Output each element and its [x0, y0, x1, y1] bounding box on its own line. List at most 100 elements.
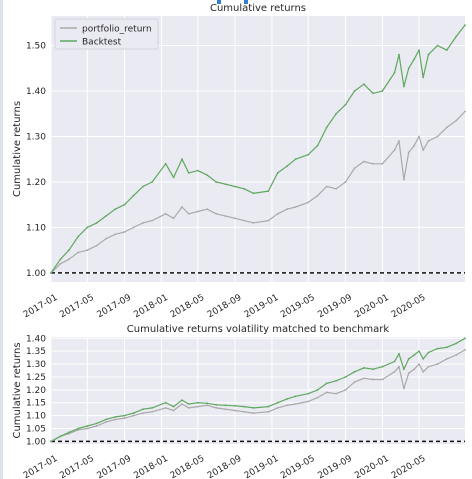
data-point-backtest: [372, 92, 374, 95]
data-point-portfolio-return: [206, 208, 209, 211]
data-point-backtest: [252, 192, 255, 195]
data-point-portfolio-return: [59, 262, 62, 265]
x-tick-label: 2018-05: [169, 454, 207, 479]
data-point-portfolio-return: [181, 206, 183, 208]
data-point-portfolio-return: [95, 425, 98, 427]
data-point-backtest: [151, 407, 154, 409]
data-point-portfolio-return: [243, 219, 246, 222]
x-tick-label: 2018-09: [206, 293, 244, 321]
data-point-portfolio-return: [206, 404, 209, 407]
data-point-portfolio-return: [86, 427, 89, 430]
data-point-portfolio-return: [181, 403, 183, 405]
data-point-backtest: [381, 365, 384, 368]
x-tick-label: 2017-09: [95, 293, 133, 321]
data-point-portfolio-return: [316, 396, 319, 399]
data-point-backtest: [307, 153, 310, 156]
y-tick-label: 1.35: [26, 347, 46, 357]
data-point-backtest: [95, 222, 98, 224]
data-point-backtest: [344, 376, 347, 378]
data-point-portfolio-return: [455, 354, 458, 356]
data-point-portfolio-return: [427, 365, 430, 368]
data-point-portfolio-return: [418, 135, 420, 138]
data-point-portfolio-return: [363, 160, 365, 163]
x-tick-label: 2018-01: [132, 454, 170, 479]
data-point-backtest: [114, 208, 117, 211]
x-tick-label: 2018-05: [169, 293, 207, 320]
data-point-backtest: [413, 354, 416, 356]
x-tick-label: 2017-01: [22, 454, 60, 479]
data-point-portfolio-return: [403, 178, 405, 181]
data-point-backtest: [422, 358, 425, 360]
y-tick-label: 1.25: [26, 373, 46, 383]
data-point-portfolio-return: [95, 244, 98, 247]
plot-area: [51, 16, 465, 282]
data-point-portfolio-return: [224, 408, 227, 411]
data-point-backtest: [181, 158, 183, 161]
data-point-backtest: [206, 174, 209, 177]
x-tick-label: 2019-01: [243, 293, 281, 320]
data-point-backtest: [344, 103, 347, 106]
data-point-portfolio-return: [393, 370, 396, 373]
data-point-portfolio-return: [68, 258, 70, 261]
data-point-portfolio-return: [123, 231, 126, 233]
data-point-backtest: [104, 215, 107, 218]
data-point-backtest: [286, 398, 288, 400]
window-marker-left: [217, 0, 221, 4]
data-point-portfolio-return: [77, 251, 80, 254]
data-point-backtest: [86, 226, 89, 229]
data-point-backtest: [181, 399, 183, 402]
x-tick-label: 2017-01: [22, 293, 60, 320]
data-point-portfolio-return: [286, 208, 288, 211]
data-point-backtest: [142, 185, 144, 188]
data-point-backtest: [50, 440, 52, 443]
x-tick-label: 2020-05: [390, 454, 428, 479]
chart-title: Cumulative returns volatility matched to…: [127, 324, 390, 335]
data-point-portfolio-return: [436, 363, 439, 365]
data-point-backtest: [267, 405, 270, 408]
data-point-portfolio-return: [393, 149, 396, 152]
data-point-backtest: [68, 431, 70, 434]
data-point-backtest: [455, 342, 458, 345]
data-point-backtest: [363, 367, 365, 369]
data-point-backtest: [224, 404, 227, 407]
data-point-backtest: [335, 379, 337, 382]
y-tick-label: 1.40: [26, 87, 46, 97]
data-point-backtest: [95, 422, 98, 425]
data-point-backtest: [132, 194, 135, 197]
data-point-portfolio-return: [363, 377, 365, 380]
data-point-portfolio-return: [403, 387, 405, 390]
data-point-portfolio-return: [77, 428, 80, 431]
data-point-portfolio-return: [234, 409, 236, 412]
data-point-backtest: [407, 358, 410, 360]
data-point-portfolio-return: [123, 417, 126, 420]
data-point-portfolio-return: [407, 372, 410, 374]
window-edge: [0, 0, 3, 479]
data-point-backtest: [114, 416, 117, 418]
data-point-portfolio-return: [187, 407, 190, 409]
data-point-backtest: [86, 425, 89, 427]
data-point-portfolio-return: [464, 349, 466, 351]
data-point-backtest: [363, 83, 365, 86]
data-point-portfolio-return: [215, 407, 218, 409]
plot-area: [51, 337, 465, 444]
y-tick-label: 1.10: [26, 412, 46, 422]
data-point-portfolio-return: [436, 135, 439, 138]
y-tick-label: 1.10: [26, 223, 46, 233]
data-point-backtest: [418, 350, 420, 353]
data-point-portfolio-return: [413, 368, 416, 371]
volatility-matched-chart: Cumulative returns volatility matched to…: [12, 324, 466, 479]
data-point-portfolio-return: [422, 370, 425, 373]
x-tick-label: 2020-01: [353, 454, 391, 479]
data-point-backtest: [413, 58, 416, 61]
data-point-backtest: [123, 203, 126, 206]
data-point-portfolio-return: [335, 187, 337, 190]
data-point-portfolio-return: [325, 185, 328, 188]
data-point-backtest: [307, 392, 310, 395]
data-point-portfolio-return: [215, 212, 218, 215]
y-tick-label: 1.50: [26, 42, 46, 52]
y-tick-label: 1.20: [26, 178, 46, 188]
data-point-portfolio-return: [353, 167, 356, 170]
data-point-portfolio-return: [413, 144, 416, 147]
data-point-backtest: [50, 272, 52, 274]
data-point-portfolio-return: [142, 222, 144, 224]
